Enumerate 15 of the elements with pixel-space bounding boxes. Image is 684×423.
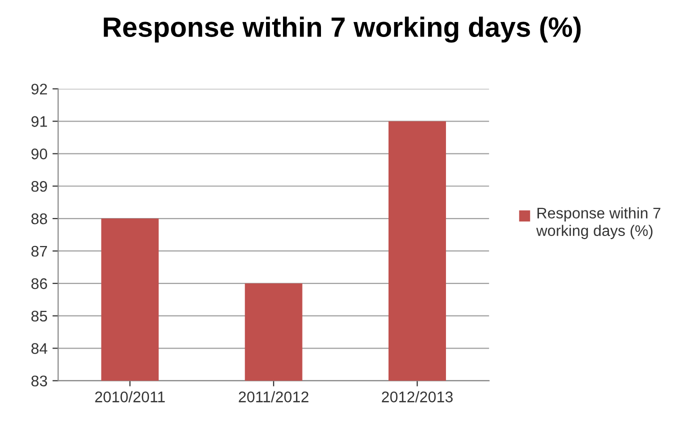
x-tick-label: 2011/2012 [238, 391, 308, 402]
y-tick-label: 92 [31, 84, 47, 95]
y-tick-label: 89 [31, 180, 47, 192]
x-tick-label: 2010/2011 [95, 391, 165, 402]
y-tick-label: 87 [31, 246, 47, 257]
y-tick-label: 86 [31, 278, 48, 290]
y-tick-label: 83 [31, 376, 48, 386]
chart-title: Response within 7 working days (%) [104, 16, 581, 43]
y-tick-label: 90 [31, 148, 48, 160]
y-tick-label: 91 [31, 116, 47, 127]
y-tick-label: 88 [31, 213, 48, 224]
x-tick-label: 2012/2013 [382, 391, 453, 402]
legend-label: Response within 7 working days (%) [536, 207, 660, 240]
y-tick-label: 84 [31, 343, 48, 354]
y-tick-label: 85 [31, 310, 48, 322]
